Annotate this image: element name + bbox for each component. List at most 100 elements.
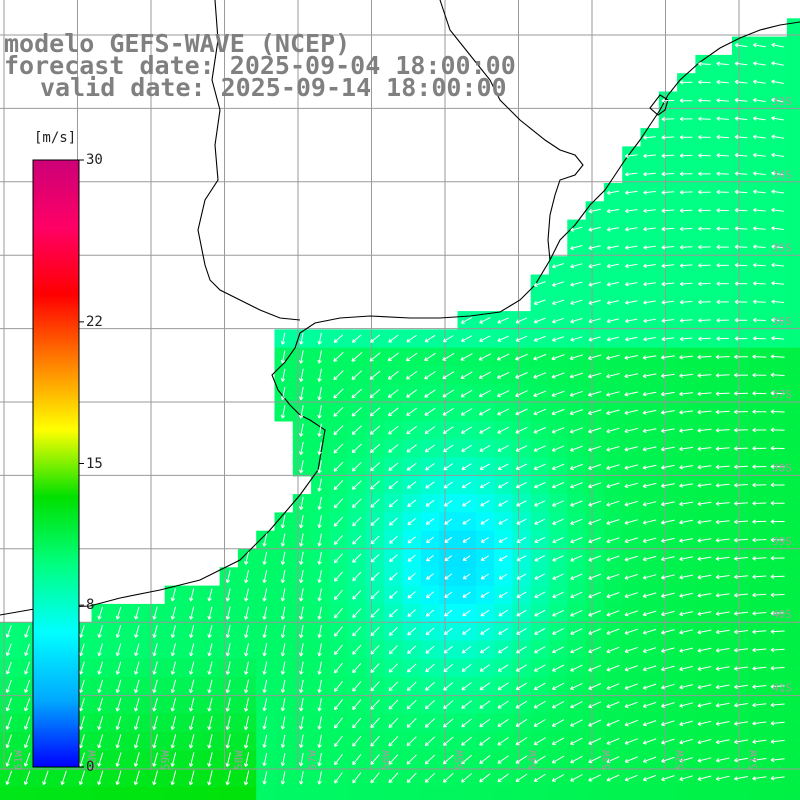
wind-arrow [734, 776, 748, 781]
wind-arrow [24, 643, 30, 656]
speed-cell [549, 786, 568, 800]
wind-arrow [442, 736, 454, 746]
wind-arrow [771, 79, 784, 84]
wind-arrow [97, 752, 104, 767]
wind-arrow [588, 573, 601, 580]
wind-arrow [661, 135, 675, 140]
wind-arrow [497, 317, 509, 324]
wind-arrow [606, 719, 620, 727]
wind-arrow [442, 352, 455, 361]
lon-label: 52W [674, 750, 687, 770]
wind-arrow [462, 555, 471, 561]
wind-arrow [551, 755, 565, 764]
wind-arrow [262, 771, 268, 785]
wind-arrow [299, 698, 304, 712]
wind-arrow [461, 754, 473, 765]
wind-arrow [606, 555, 620, 562]
wind-arrow [715, 354, 730, 360]
wind-arrow [552, 555, 564, 562]
wind-arrow [661, 190, 675, 195]
wind-arrow [480, 573, 489, 580]
wind-arrow [244, 643, 249, 657]
wind-arrow [496, 353, 510, 361]
wind-arrow [189, 643, 195, 657]
wind-arrow [752, 501, 767, 506]
wind-arrow [660, 592, 675, 598]
wind-arrow [698, 153, 711, 158]
wind-arrow [351, 388, 363, 399]
wind-arrow [388, 627, 398, 636]
lon-label: 53W [600, 750, 613, 770]
wind-arrow [5, 625, 12, 638]
wind-arrow [642, 647, 657, 653]
wind-arrow [606, 537, 620, 544]
wind-arrow [317, 441, 322, 456]
wind-arrow [299, 771, 304, 785]
wind-arrow [334, 699, 343, 711]
wind-arrow [660, 428, 675, 433]
wind-arrow [734, 262, 748, 268]
wind-arrow [570, 500, 583, 507]
wind-arrow [497, 682, 509, 691]
wind-arrow [280, 624, 286, 639]
wind-arrow [461, 463, 472, 471]
wind-arrow [551, 427, 565, 434]
wind-arrow [407, 627, 417, 636]
wind-arrow [588, 537, 601, 544]
wind-arrow [497, 755, 509, 764]
wind-arrow [79, 643, 85, 657]
wind-arrow [479, 481, 490, 489]
wind-arrow [533, 463, 546, 471]
wind-arrow [444, 609, 453, 617]
wind-arrow [643, 171, 656, 177]
wind-arrow [661, 683, 675, 690]
wind-arrow [534, 609, 546, 617]
wind-arrow [661, 153, 675, 158]
wind-arrow [698, 189, 711, 195]
lon-label: 51W [747, 750, 760, 770]
wind-arrow [661, 738, 675, 745]
wind-arrow [479, 755, 491, 764]
wind-arrow [352, 535, 362, 545]
wind-arrow [97, 679, 104, 693]
wind-arrow [588, 646, 601, 654]
wind-arrow [280, 643, 286, 657]
wind-arrow [697, 446, 712, 452]
wind-arrow [697, 428, 712, 433]
wind-arrow [770, 445, 785, 451]
wind-arrow [152, 679, 158, 694]
speed-cell [786, 658, 800, 678]
wind-arrow [716, 79, 730, 85]
wind-arrow [624, 555, 638, 562]
wind-arrow [442, 407, 454, 416]
wind-arrow [480, 609, 490, 617]
wind-arrow [588, 500, 602, 507]
wind-arrow [262, 661, 268, 675]
wind-arrow [642, 391, 657, 397]
wind-arrow [351, 352, 363, 362]
wind-arrow [443, 645, 453, 654]
wind-arrow [569, 354, 584, 361]
speed-cell [786, 237, 800, 257]
speed-cell [274, 786, 294, 800]
wind-arrow [406, 444, 417, 453]
wind-arrow [188, 715, 195, 730]
wind-arrow [79, 697, 85, 712]
wind-arrow [370, 626, 380, 637]
wind-arrow [570, 482, 583, 489]
wind-arrow [189, 661, 195, 675]
wind-arrow [624, 446, 639, 452]
speed-cell [786, 183, 800, 202]
wind-arrow [152, 752, 158, 767]
wind-arrow [516, 555, 527, 562]
wind-arrow [406, 334, 417, 343]
wind-arrow [716, 208, 730, 213]
wind-arrow [370, 572, 380, 581]
wind-arrow [460, 353, 473, 361]
model-title: modelo GEFS-WAVE (NCEP) [4, 29, 351, 58]
wind-arrow [317, 386, 322, 401]
wind-arrow [533, 719, 546, 727]
speed-cell [18, 786, 38, 800]
wind-arrow [715, 721, 730, 726]
wind-arrow [752, 97, 766, 103]
